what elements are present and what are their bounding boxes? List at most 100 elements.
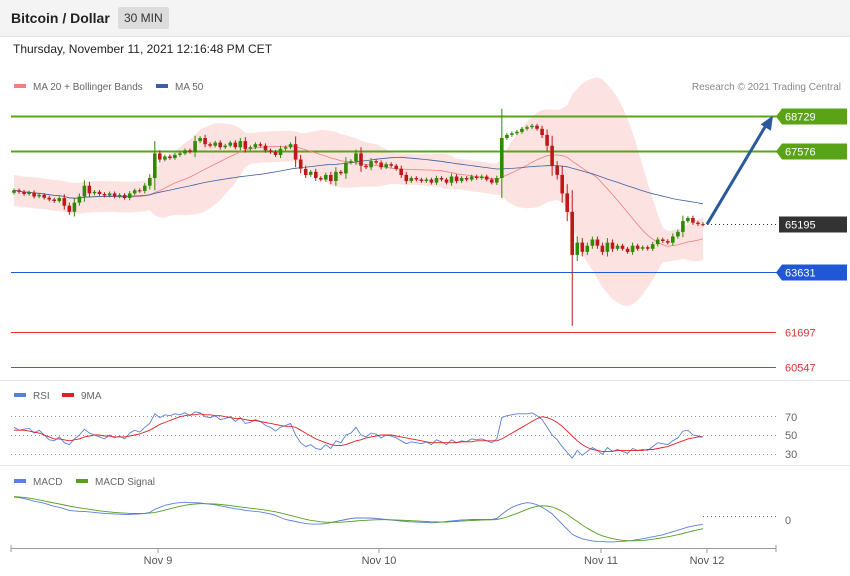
candle-body — [479, 176, 484, 178]
candle-body — [72, 202, 77, 212]
candle-body — [495, 178, 499, 183]
candle-body — [640, 247, 645, 249]
candle-body — [374, 161, 378, 163]
candle-body — [308, 171, 313, 175]
candle-body — [57, 198, 62, 202]
candle-body — [112, 193, 117, 197]
candle-body — [464, 178, 469, 180]
candle-body — [484, 176, 489, 180]
candle-body — [349, 161, 353, 163]
candle-body — [394, 165, 398, 169]
candle-body — [424, 179, 429, 181]
candle-body — [173, 154, 177, 158]
macd-signal-line — [13, 496, 704, 542]
candle-body — [82, 185, 87, 197]
candle-body — [399, 168, 403, 175]
candle-body — [580, 242, 585, 252]
legend-swatch-rsi — [14, 393, 26, 397]
legend-swatch-ma20 — [14, 84, 26, 88]
rsi-plot — [11, 411, 776, 459]
resistance-tag — [776, 143, 847, 160]
candle-body — [620, 245, 625, 249]
macd-line — [13, 496, 704, 543]
candle-body — [661, 239, 665, 241]
panel-divider — [0, 465, 850, 466]
timeframe-badge[interactable]: 30 MIN — [118, 7, 169, 29]
candle-body — [650, 244, 655, 249]
candle-body — [303, 168, 308, 175]
candle-body — [610, 242, 615, 249]
chart-datetime: Thursday, November 11, 2021 12:16:48 PM … — [13, 42, 273, 56]
candle-body — [253, 144, 258, 148]
candle-body — [273, 151, 278, 155]
candle-body — [686, 218, 690, 222]
candle-body — [459, 178, 464, 182]
candle-body — [62, 198, 67, 206]
x-tick-label: Nov 9 — [144, 555, 173, 567]
candle-body — [22, 191, 26, 194]
candle-body — [87, 185, 92, 194]
candle-body — [384, 164, 388, 168]
candle-body — [469, 176, 474, 180]
candle-body — [510, 133, 514, 135]
candle-body — [540, 128, 544, 135]
candle-body — [148, 178, 152, 186]
candle-body — [545, 134, 549, 146]
candle-body — [37, 194, 41, 197]
candle-body — [681, 221, 685, 232]
legend-swatch-rsi-ma — [62, 393, 74, 397]
candle-body — [228, 142, 233, 146]
candle-body — [188, 150, 192, 152]
candle-body — [238, 141, 243, 148]
candle-body — [17, 190, 21, 192]
resistance-label: 68729 — [785, 112, 816, 124]
candle-body — [605, 242, 610, 252]
candle-body — [520, 128, 524, 132]
candle-body — [132, 190, 137, 194]
candle-body — [525, 127, 529, 129]
last-price-label: 65195 — [785, 220, 816, 232]
candle-body — [193, 141, 197, 152]
candle-body — [645, 247, 650, 249]
candle-body — [389, 164, 393, 166]
candle-body — [143, 185, 147, 191]
candle-body — [218, 142, 222, 148]
legend-swatch-macd-signal — [76, 479, 88, 483]
legend-macd-signal-label: MACD Signal — [95, 477, 155, 488]
candle-body — [590, 239, 595, 246]
candle-body — [585, 245, 590, 252]
legend-swatch-ma50 — [156, 84, 168, 88]
candle-body — [258, 144, 263, 146]
candle-body — [42, 194, 46, 198]
candle-body — [288, 144, 293, 148]
candle-body — [178, 153, 182, 155]
last-price-tag — [779, 216, 847, 233]
candle-body — [575, 242, 580, 255]
legend-rsi-label: RSI — [33, 391, 50, 402]
legend-macd-label: MACD — [33, 477, 62, 488]
candle-body — [47, 197, 51, 200]
candle-body — [12, 190, 16, 193]
x-axis: Nov 9 Nov 10 Nov 11 Nov 12 — [10, 545, 777, 567]
candle-body — [530, 125, 534, 128]
candle-body — [293, 144, 298, 160]
rsi-ma-line — [14, 413, 703, 452]
candle-body — [434, 178, 439, 183]
candle-body — [515, 131, 519, 134]
candle-body — [122, 194, 127, 198]
candle-body — [97, 191, 102, 194]
price-plot: 68729 67576 65195 63631 61697 60547 — [11, 77, 847, 375]
legend-ma50-label: MA 50 — [175, 82, 204, 93]
panel-divider — [0, 380, 850, 381]
candle-body — [213, 142, 217, 146]
candle-body — [701, 224, 705, 226]
candle-body — [314, 171, 318, 178]
candle-body — [409, 178, 414, 182]
support-label: 61697 — [785, 328, 816, 340]
pivot-tag — [776, 264, 847, 281]
candle-body — [490, 179, 494, 183]
credit-text: Research © 2021 Trading Central — [692, 82, 841, 93]
candle-body — [278, 148, 283, 155]
rsi-tick-30: 30 — [785, 449, 797, 461]
